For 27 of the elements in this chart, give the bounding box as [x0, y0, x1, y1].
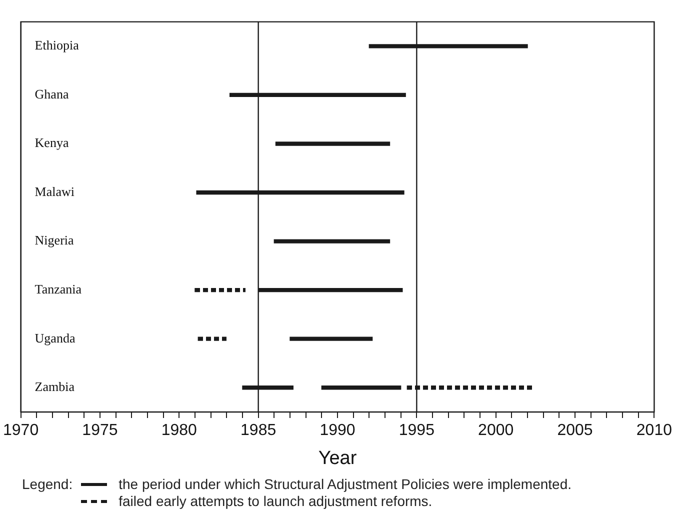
- x-tick-label: 1990: [320, 422, 356, 440]
- bar: [274, 239, 390, 244]
- x-tick-label: 1995: [398, 422, 435, 440]
- x-tick-label: 2010: [636, 422, 672, 440]
- x-tick-label: 2005: [557, 422, 593, 440]
- bar: [290, 336, 373, 341]
- y-tick-label: Malawi: [34, 184, 75, 199]
- x-tick-label: 1980: [161, 422, 198, 440]
- y-tick-label: Uganda: [34, 330, 76, 346]
- y-tick-label: Ethiopia: [34, 38, 80, 53]
- bar: [275, 142, 390, 146]
- bar: [321, 386, 402, 390]
- bar: [194, 288, 246, 292]
- y-tick-label: Kenya: [34, 135, 69, 150]
- x-axis-title: Year: [318, 448, 358, 469]
- y-tick-label: Tanzania: [34, 281, 82, 296]
- y-tick-label: Nigeria: [34, 232, 74, 248]
- legend-title: Legend:: [22, 476, 73, 494]
- legend-label: failed early attempts to launch adjustment reforms.: [118, 493, 432, 510]
- y-tick-label: Zambia: [34, 379, 75, 394]
- x-tick-label: 2000: [478, 422, 514, 440]
- x-tick-label: 1985: [240, 422, 276, 440]
- y-tick-label: Ghana: [34, 86, 69, 102]
- x-tick-label: 1975: [82, 422, 118, 440]
- bar: [198, 336, 227, 341]
- legend-label: the period under which Structural Adjustment Policies were implemented.: [118, 476, 572, 493]
- x-tick-label: 1970: [3, 422, 39, 440]
